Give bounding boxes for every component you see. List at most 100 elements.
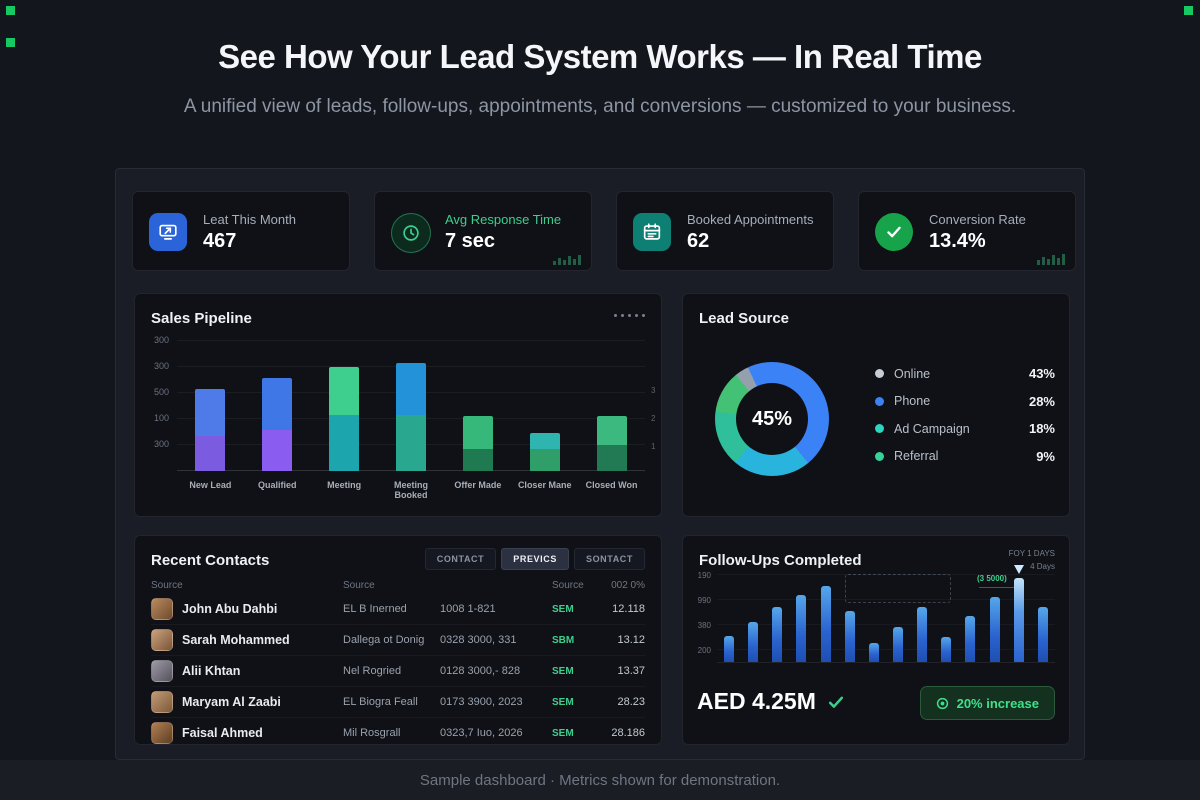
follow-ups-bar [893, 626, 903, 662]
badge-label: 20% increase [956, 695, 1039, 711]
card-title: Lead Source [699, 310, 790, 327]
contact-phone: 0173 3900, 2023 [440, 696, 523, 708]
contact-name: Maryam Al Zaabi [182, 695, 281, 709]
contact-tag: SEM [552, 665, 574, 677]
legend-row: Ad Campaign 18% [875, 415, 1055, 443]
corner-marker [6, 6, 15, 15]
legend-dot-icon [875, 369, 884, 379]
calendar-icon [633, 213, 671, 251]
menu-dots-icon[interactable] [614, 314, 645, 317]
contact-source: Dallega ot Donig [343, 634, 425, 646]
mini-sparkline [1037, 254, 1065, 265]
tab-prevics[interactable]: PREVICS [501, 548, 569, 570]
bar-segment-bottom [529, 449, 560, 471]
contact-value: 12.118 [612, 603, 645, 615]
column-header: 002 0% [611, 580, 645, 591]
card-title: Sales Pipeline [151, 310, 252, 327]
x-tick-label: Closer Mane [517, 480, 572, 490]
bar-segment-bottom [262, 429, 293, 471]
follow-ups-bar [1037, 607, 1048, 662]
footer-note: Sample dashboard · Metrics shown for dem… [0, 760, 1200, 800]
kpi-card-conversion: Conversion Rate 13.4% [858, 191, 1076, 271]
contact-phone: 0323,7 Iuo, 2026 [440, 727, 523, 739]
lead-source-donut-chart: 45% [715, 362, 829, 476]
chart-annotation: (3 5000) [977, 574, 1007, 583]
pipeline-chart: 3 2 1 [177, 340, 655, 472]
avatar [151, 598, 173, 620]
contact-name: Faisal Ahmed [182, 726, 263, 740]
chart-selection-box [845, 574, 951, 603]
pipeline-bar [195, 388, 226, 471]
kpi-label: Avg Response Time [445, 212, 562, 227]
y-tick-label: 200 [697, 646, 711, 655]
pipeline-bar [462, 415, 493, 471]
table-row[interactable]: Maryam Al Zaabi EL Biogra Feall 0173 390… [151, 687, 645, 718]
follow-ups-bar [820, 586, 831, 662]
bar-segment-bottom [396, 414, 426, 471]
contact-source: EL B Inerned [343, 603, 407, 615]
tab-contact[interactable]: CONTACT [424, 548, 497, 570]
kpi-label: Leat This Month [203, 212, 296, 227]
table-row[interactable]: John Abu Dahbi EL B Inerned 1008 1-821 S… [151, 594, 645, 625]
follow-ups-bar [989, 596, 1000, 662]
legend-label: Phone [894, 394, 931, 409]
check-icon [828, 696, 843, 708]
sales-pipeline-card: Sales Pipeline 3 2 1 300 300 500 100 300 New L… [134, 293, 662, 517]
follow-ups-bar [844, 610, 855, 662]
legend-value: 9% [1036, 448, 1055, 464]
follow-ups-bar [1013, 578, 1024, 662]
gridline [177, 340, 645, 341]
legend-row: Referral 9% [875, 443, 1055, 471]
bar-segment-bottom [596, 445, 627, 471]
y-tick-label: 300 [153, 439, 169, 449]
column-header: Source [343, 580, 375, 591]
x-tick-label: Meeting Booked [393, 480, 428, 500]
increase-badge[interactable]: 20% increase [919, 686, 1055, 720]
contact-name: John Abu Dahbi [182, 602, 278, 616]
table-row[interactable]: Faisal Ahmed Mil Rosgrall 0323,7 Iuo, 20… [151, 718, 645, 748]
avatar [151, 629, 173, 651]
pipeline-bar [596, 415, 627, 471]
check-icon [875, 213, 913, 251]
x-tick-label: Meeting [327, 480, 362, 490]
gridline [717, 624, 1055, 625]
kpi-value: 7 sec [445, 230, 496, 252]
card-title: Recent Contacts [151, 552, 270, 569]
table-row[interactable]: Alii Khtan Nel Rogried 0128 3000,- 828 S… [151, 656, 645, 687]
bar-segment-top [195, 388, 226, 437]
legend-label: Referral [894, 449, 939, 464]
bar-segment-bottom [462, 449, 493, 471]
pipeline-bar [529, 432, 560, 471]
bar-segment-top [462, 415, 493, 450]
annotation-line [979, 587, 1021, 588]
y-tick-label: 990 [697, 596, 711, 605]
follow-ups-bar [941, 637, 952, 662]
total-value: AED 4.25M [697, 688, 816, 714]
table-row[interactable]: Sarah Mohammed Dallega ot Donig 0328 300… [151, 625, 645, 656]
lead-source-card: Lead Source 45% Online 43% Phone 28% Ad Camp… [682, 293, 1070, 517]
pipeline-bar [262, 377, 293, 471]
period-selector[interactable]: FOY 1 DAYS 4 Days [1009, 548, 1055, 574]
follow-ups-card: Follow-Ups Completed FOY 1 DAYS 4 Days (… [682, 535, 1070, 745]
gridline [717, 574, 1055, 575]
x-tick-label: Offer Made [454, 480, 502, 490]
contact-phone: 0328 3000, 331 [440, 634, 517, 646]
tab-sontact[interactable]: SONTACT [573, 548, 645, 570]
legend-value: 28% [1028, 393, 1055, 409]
pipeline-bar [396, 362, 426, 471]
avatar [151, 722, 173, 744]
legend-row: Online 43% [875, 360, 1055, 388]
y-tick-label: 500 [153, 387, 169, 397]
pipeline-bar [329, 367, 360, 471]
contact-value: 28.186 [611, 727, 645, 739]
follow-ups-bar [724, 635, 734, 662]
kpi-value: 62 [687, 230, 710, 252]
legend-value: 43% [1028, 366, 1055, 382]
gridline [717, 599, 1055, 600]
kpi-label: Booked Appointments [687, 212, 814, 227]
follow-ups-bar [965, 616, 976, 662]
follow-ups-chart: (3 5000) [717, 565, 1055, 663]
contact-tag: SEM [552, 727, 574, 739]
period-label-bottom: 4 Days [1030, 561, 1055, 571]
bar-segment-top [396, 362, 426, 415]
